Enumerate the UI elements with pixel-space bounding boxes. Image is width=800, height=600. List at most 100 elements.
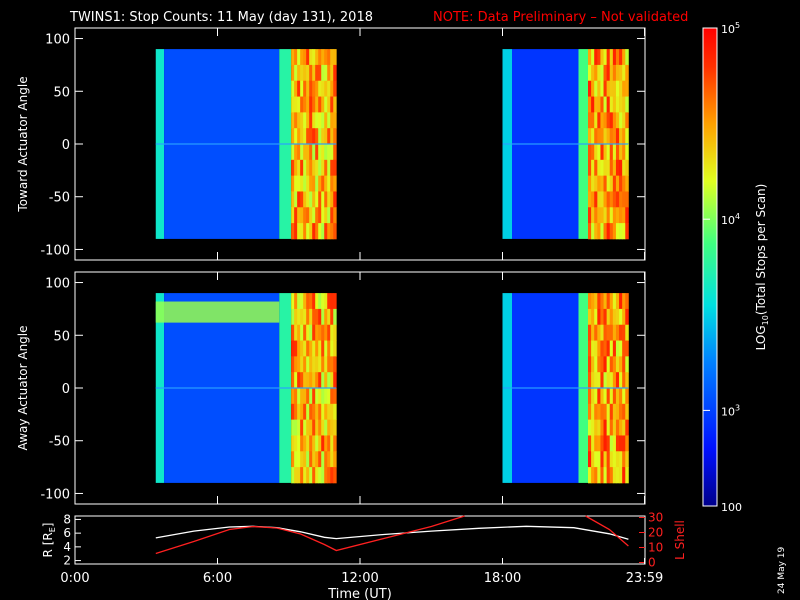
heatmap-cell-toward-1-3-4-0: [600, 49, 604, 66]
heatmap-cell-toward-0-3-2-9: [297, 191, 301, 208]
heatmap-cell-toward-0-3-10-2: [321, 80, 325, 97]
ytick-label-toward-50: 50: [53, 85, 70, 100]
heatmap-cell-away-1-3-6-3: [606, 340, 611, 357]
heatmap-cell-away-0-3-13-5: [330, 372, 334, 389]
heatmap-cell-away-0-3-10-10: [321, 451, 325, 468]
lshell-tick-label-30: 30: [648, 511, 663, 525]
heatmap-cell-toward-1-3-2-9: [594, 191, 598, 208]
heatmap-cell-away-1-3-8-0: [612, 293, 617, 310]
heatmap-cell-away-1-3-6-4: [606, 356, 611, 373]
heatmap-cell-toward-1-3-1-4: [591, 112, 595, 129]
heatmap-cell-away-0-3-13-0: [330, 293, 334, 310]
time-tick-label-0:00: 0:00: [60, 571, 89, 586]
heatmap-cell-toward-1-3-3-8: [597, 175, 601, 192]
heatmap-cell-toward-1-3-6-1: [606, 64, 611, 82]
heatmap-cell-toward-0-3-3-9: [300, 191, 304, 208]
heatmap-cell-away-0-3-8-9: [315, 435, 319, 452]
heatmap-cell-away-0-3-13-4: [330, 356, 334, 373]
heatmap-cell-away-0-3-12-2: [327, 324, 331, 341]
heatmap-cell-toward-1-3-5-11: [603, 223, 608, 240]
radius-tick-label-6: 6: [63, 526, 71, 540]
heatmap-cell-toward-0-3-11-4: [324, 112, 328, 129]
heatmap-cell-toward-0-3-12-1: [327, 64, 331, 82]
heatmap-cell-toward-1-3-10-10: [619, 207, 623, 224]
heatmap-cell-away-0-3-9-10: [318, 451, 322, 468]
heatmap-cell-toward-0-3-7-0: [312, 49, 316, 66]
heatmap-cell-away-0-3-0-6: [291, 388, 295, 405]
heatmap-cell-away-0-3-11-11: [324, 467, 328, 484]
heatmap-cell-toward-1-3-7-8: [609, 175, 614, 192]
heatmap-cell-away-1-3-12-10: [625, 451, 629, 468]
heatmap-cell-toward-1-3-2-11: [594, 223, 598, 240]
heatmap-cell-toward-1-3-7-2: [609, 80, 614, 97]
heatmap-cell-away-1-3-6-5: [606, 372, 611, 389]
heatmap-cell-away-0-3-14-11: [333, 467, 337, 484]
heatmap-cell-away-1-3-1-4: [591, 356, 595, 373]
heatmap-cell-toward-0-3-10-10: [321, 207, 325, 224]
heatmap-cell-toward-1-3-6-5: [606, 128, 611, 145]
heatmap-cell-away-0-3-7-8: [312, 419, 316, 436]
heatmap-cell-away-1-3-3-10: [597, 451, 601, 468]
heatmap-cell-toward-1-3-0-11: [588, 223, 592, 240]
heatmap-cell-toward-0-3-12-6: [327, 144, 331, 161]
heatmap-cell-away-0-3-1-11: [294, 467, 298, 484]
heatmap-cell-toward-0-3-6-7: [309, 159, 313, 177]
heatmap-cell-toward-1-3-7-0: [609, 49, 614, 66]
heatmap-cell-away-0-3-9-9: [318, 435, 322, 452]
heatmap-cell-toward-1-3-1-5: [591, 128, 595, 145]
heatmap-cell-toward-0-3-7-1: [312, 64, 316, 82]
heatmap-cell-away-0-3-9-6: [318, 388, 322, 405]
heatmap-cell-toward-1-3-0-8: [588, 175, 592, 192]
heatmap-cell-toward-0-3-4-2: [303, 80, 307, 97]
heatmap-cell-toward-1-3-8-4: [612, 112, 617, 129]
heatmap-cell-away-1-3-4-5: [600, 372, 604, 389]
heatmap-cell-toward-1-3-11-2: [622, 80, 626, 97]
heatmap-cell-away-0-3-11-0: [324, 293, 328, 310]
heatmap-cell-away-0-3-1-6: [294, 388, 298, 405]
heatmap-cell-toward-1-3-1-7: [591, 159, 595, 177]
heatmap-cell-away-1-3-4-2: [600, 324, 604, 341]
heatmap-cell-toward-0-3-6-11: [309, 223, 313, 240]
heatmap-cell-away-1-3-1-6: [591, 388, 595, 405]
heatmap-cell-toward-0-3-0-8: [291, 175, 295, 192]
heatmap-cell-away-1-3-5-0: [603, 293, 608, 310]
heatmap-cell-toward-0-3-8-10: [315, 207, 319, 224]
heatmap-cell-toward-0-3-7-2: [312, 80, 316, 97]
heatmap-cell-toward-0-3-14-11: [333, 223, 337, 240]
heatmap-cell-away-1-3-10-10: [619, 451, 623, 468]
heatmap-cell-toward-0-3-13-6: [330, 144, 334, 161]
heatmap-cell-away-0-3-3-11: [300, 467, 304, 484]
heatmap-cell-toward-0-3-3-6: [300, 144, 304, 161]
heatmap-cell-away-0-3-11-8: [324, 419, 328, 436]
heatmap-cell-toward-1-3-7-10: [609, 207, 614, 224]
heatmap-cell-away-0-3-6-1: [309, 308, 313, 326]
heatmap-cell-toward-1-3-0-1: [588, 64, 592, 82]
heatmap-cell-away-0-3-7-6: [312, 388, 316, 405]
heatmap-cell-toward-1-3-5-2: [603, 80, 608, 97]
heatmap-cell-toward-0-3-7-5: [312, 128, 316, 145]
heatmap-cell-away-0-3-10-5: [321, 372, 325, 389]
heatmap-cell-away-1-3-11-2: [622, 324, 626, 341]
heatmap-cell-toward-1-3-5-9: [603, 191, 608, 208]
heatmap-cell-away-1-3-12-7: [625, 403, 629, 421]
heatmap-cell-toward-0-3-14-0: [333, 49, 337, 66]
heatmap-cell-toward-1-3-3-11: [597, 223, 601, 240]
colorbar-gradient: [702, 27, 718, 507]
heatmap-cell-toward-1-3-8-11: [612, 223, 617, 240]
heatmap-cell-toward-1-3-3-9: [597, 191, 601, 208]
heatmap-cell-away-1-3-2-1: [594, 308, 598, 326]
heatmap-cell-away-0-3-8-2: [315, 324, 319, 341]
heatmap-cell-toward-0-3-3-7: [300, 159, 304, 177]
heatmap-cell-toward-0-3-11-1: [324, 64, 328, 82]
away-panel: 100 50 0 -50 -100 Away Actuator Angle: [16, 271, 646, 505]
ytick-label-away-50: 50: [53, 329, 70, 344]
heatmap-cell-away-1-3-9-2: [615, 324, 620, 341]
heatmap-cell-toward-0-3-5-9: [306, 191, 310, 208]
colorbar: 105 104 103 100 LOG10(Total Stops per Scan): [702, 21, 770, 514]
heatmap-cell-away-1-3-12-9: [625, 435, 629, 452]
heatmap-cell-toward-1-3-7-1: [609, 64, 614, 82]
heatmap-cell-away-0-3-5-4: [306, 356, 310, 373]
lshell-line-2: [585, 515, 629, 547]
heatmap-cell-toward-0-3-8-8: [315, 175, 319, 192]
heatmap-cell-away-0-3-11-7: [324, 403, 328, 421]
